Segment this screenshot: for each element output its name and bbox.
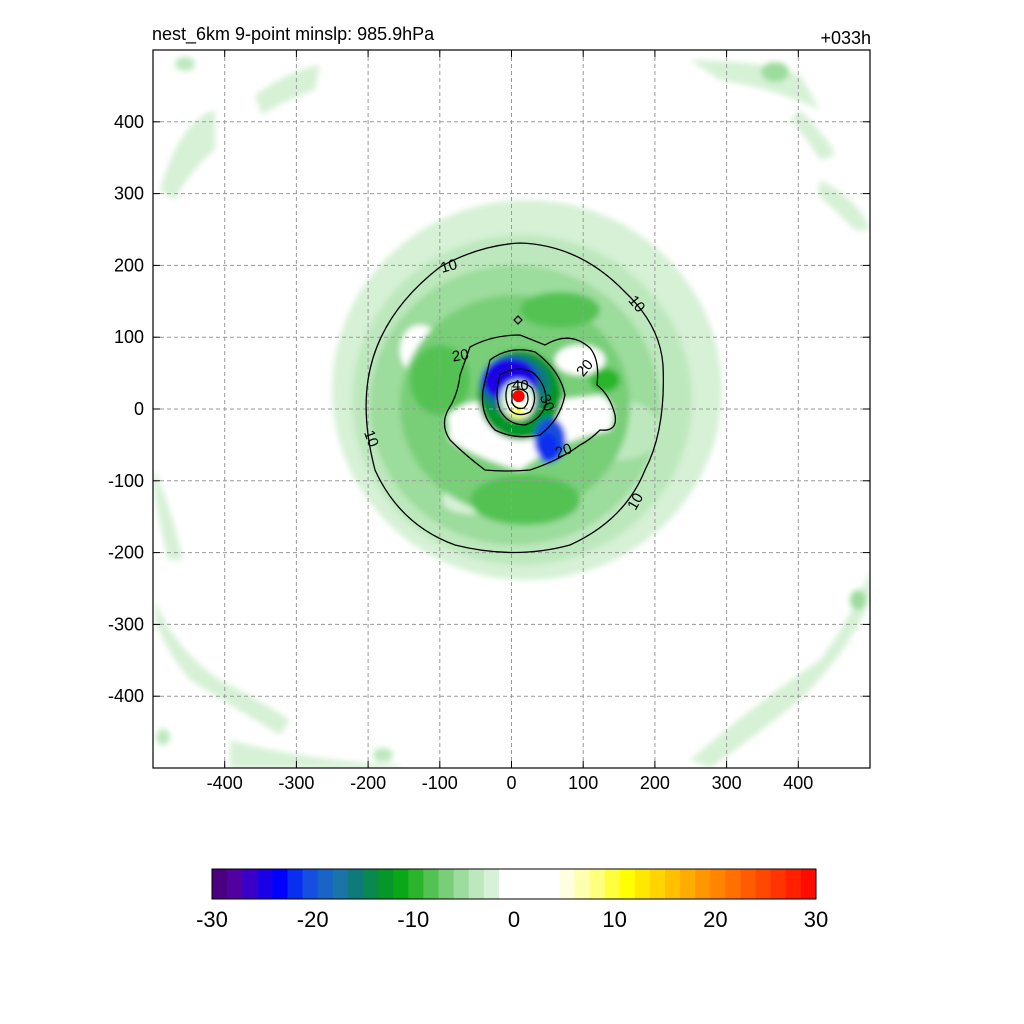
- colorbar-tick-label: -30: [196, 907, 228, 932]
- colorbar-swatch: [649, 869, 666, 899]
- x-tick-label: 100: [568, 773, 598, 793]
- colorbar: [211, 868, 817, 900]
- x-tick-label: -300: [278, 773, 314, 793]
- contour-30: [481, 349, 566, 438]
- contour-label: 20: [451, 346, 470, 366]
- outer-band: [153, 57, 870, 768]
- forecast-hour-label: +033h: [820, 28, 871, 48]
- colorbar-swatch: [468, 869, 485, 899]
- x-tick-label: 200: [640, 773, 670, 793]
- colorbar-tick-label: 20: [703, 907, 727, 932]
- storm-shading: [332, 200, 722, 580]
- colorbar-swatch: [212, 869, 228, 899]
- colorbar-tick-label: 0: [508, 907, 520, 932]
- contour-label: 30: [536, 392, 558, 413]
- colorbar-swatch: [634, 869, 651, 899]
- colorbar-swatch: [242, 869, 258, 899]
- colorbar-swatch: [347, 869, 364, 899]
- colorbar-swatch: [680, 869, 696, 899]
- colorbar-swatch: [378, 869, 394, 899]
- wind-contours: [365, 242, 664, 554]
- grid-lines: [153, 50, 870, 768]
- contour-label: 40: [512, 377, 529, 394]
- contour-label: 10: [360, 428, 382, 449]
- contour-40: [496, 368, 547, 426]
- y-tick-label: -100: [108, 471, 144, 491]
- colorbar-swatch: [498, 869, 515, 899]
- colorbar-swatch: [740, 869, 757, 899]
- y-tick-label: 400: [114, 112, 144, 132]
- colorbar-swatch: [665, 869, 681, 899]
- colorbar-frame: [211, 868, 817, 900]
- x-tick-label: 400: [783, 773, 813, 793]
- y-tick-label: -400: [108, 686, 144, 706]
- colorbar-swatch: [710, 869, 726, 899]
- colorbar-swatch: [574, 869, 590, 899]
- y-tick-label: -300: [108, 614, 144, 634]
- colorbar-swatch: [770, 869, 787, 899]
- y-tick-label: 100: [114, 327, 144, 347]
- x-tick-label: -100: [422, 773, 458, 793]
- colorbar-swatch: [514, 869, 530, 899]
- colorbar-swatch: [272, 869, 288, 899]
- colorbar-swatch: [725, 869, 741, 899]
- colorbar-swatch: [544, 869, 560, 899]
- colorbar-tick-label: 10: [602, 907, 626, 932]
- colorbar-swatch: [559, 869, 575, 899]
- y-tick-label: -200: [108, 543, 144, 563]
- colorbar-ticks: -30 -20 -10 0 10 20 30: [196, 907, 828, 932]
- x-tick-label: 300: [712, 773, 742, 793]
- colorbar-swatch: [287, 869, 304, 899]
- colorbar-swatch: [800, 869, 817, 899]
- colorbar-tick-label: 30: [804, 907, 828, 932]
- colorbar-swatch: [257, 869, 273, 899]
- colorbar-swatch: [483, 869, 500, 899]
- colorbar-swatch: [529, 869, 545, 899]
- contour-label: 10: [624, 490, 647, 513]
- contour-inner-2: [511, 388, 529, 410]
- colorbar-swatch: [302, 869, 319, 899]
- colorbar-swatch: [408, 869, 424, 899]
- y-axis: 400 300 200 100 0 -100 -200 -300 -400: [108, 112, 870, 706]
- chart-title: nest_6km 9-point minslp: 985.9hPa: [152, 24, 435, 45]
- y-tick-label: 300: [114, 184, 144, 204]
- colorbar-swatch: [589, 869, 606, 899]
- colorbar-swatch: [755, 869, 772, 899]
- colorbar-swatch: [619, 869, 636, 899]
- colorbar-swatch: [332, 869, 349, 899]
- contour-label: 10: [439, 256, 460, 277]
- contour-label: 20: [553, 440, 574, 462]
- x-axis: -400 -300 -200 -100 0 100 200 300 400: [207, 50, 813, 793]
- contour-20: [443, 334, 617, 472]
- colorbar-swatch: [393, 869, 409, 899]
- colorbar-swatch: [317, 869, 334, 899]
- colorbar-swatch: [785, 869, 802, 899]
- colorbar-tick-label: -10: [397, 907, 429, 932]
- colorbar-swatch: [438, 869, 455, 899]
- x-tick-label: -400: [207, 773, 243, 793]
- colorbar-tick-label: -20: [297, 907, 329, 932]
- colorbar-swatch: [423, 869, 439, 899]
- y-tick-label: 200: [114, 255, 144, 275]
- contour-inner-1: [505, 381, 536, 416]
- colorbar-swatch: [604, 869, 621, 899]
- colorbar-swatch: [363, 869, 379, 899]
- colorbar-swatch: [695, 869, 711, 899]
- storm-center-marker: [512, 390, 525, 403]
- y-tick-label: 0: [134, 399, 144, 419]
- colorbar-swatch: [453, 869, 470, 899]
- contour-10: [365, 242, 664, 554]
- x-tick-label: 0: [506, 773, 516, 793]
- contour-small: [513, 315, 523, 325]
- shaded-field: [153, 57, 870, 768]
- x-tick-label: -200: [350, 773, 386, 793]
- colorbar-swatch: [227, 869, 243, 899]
